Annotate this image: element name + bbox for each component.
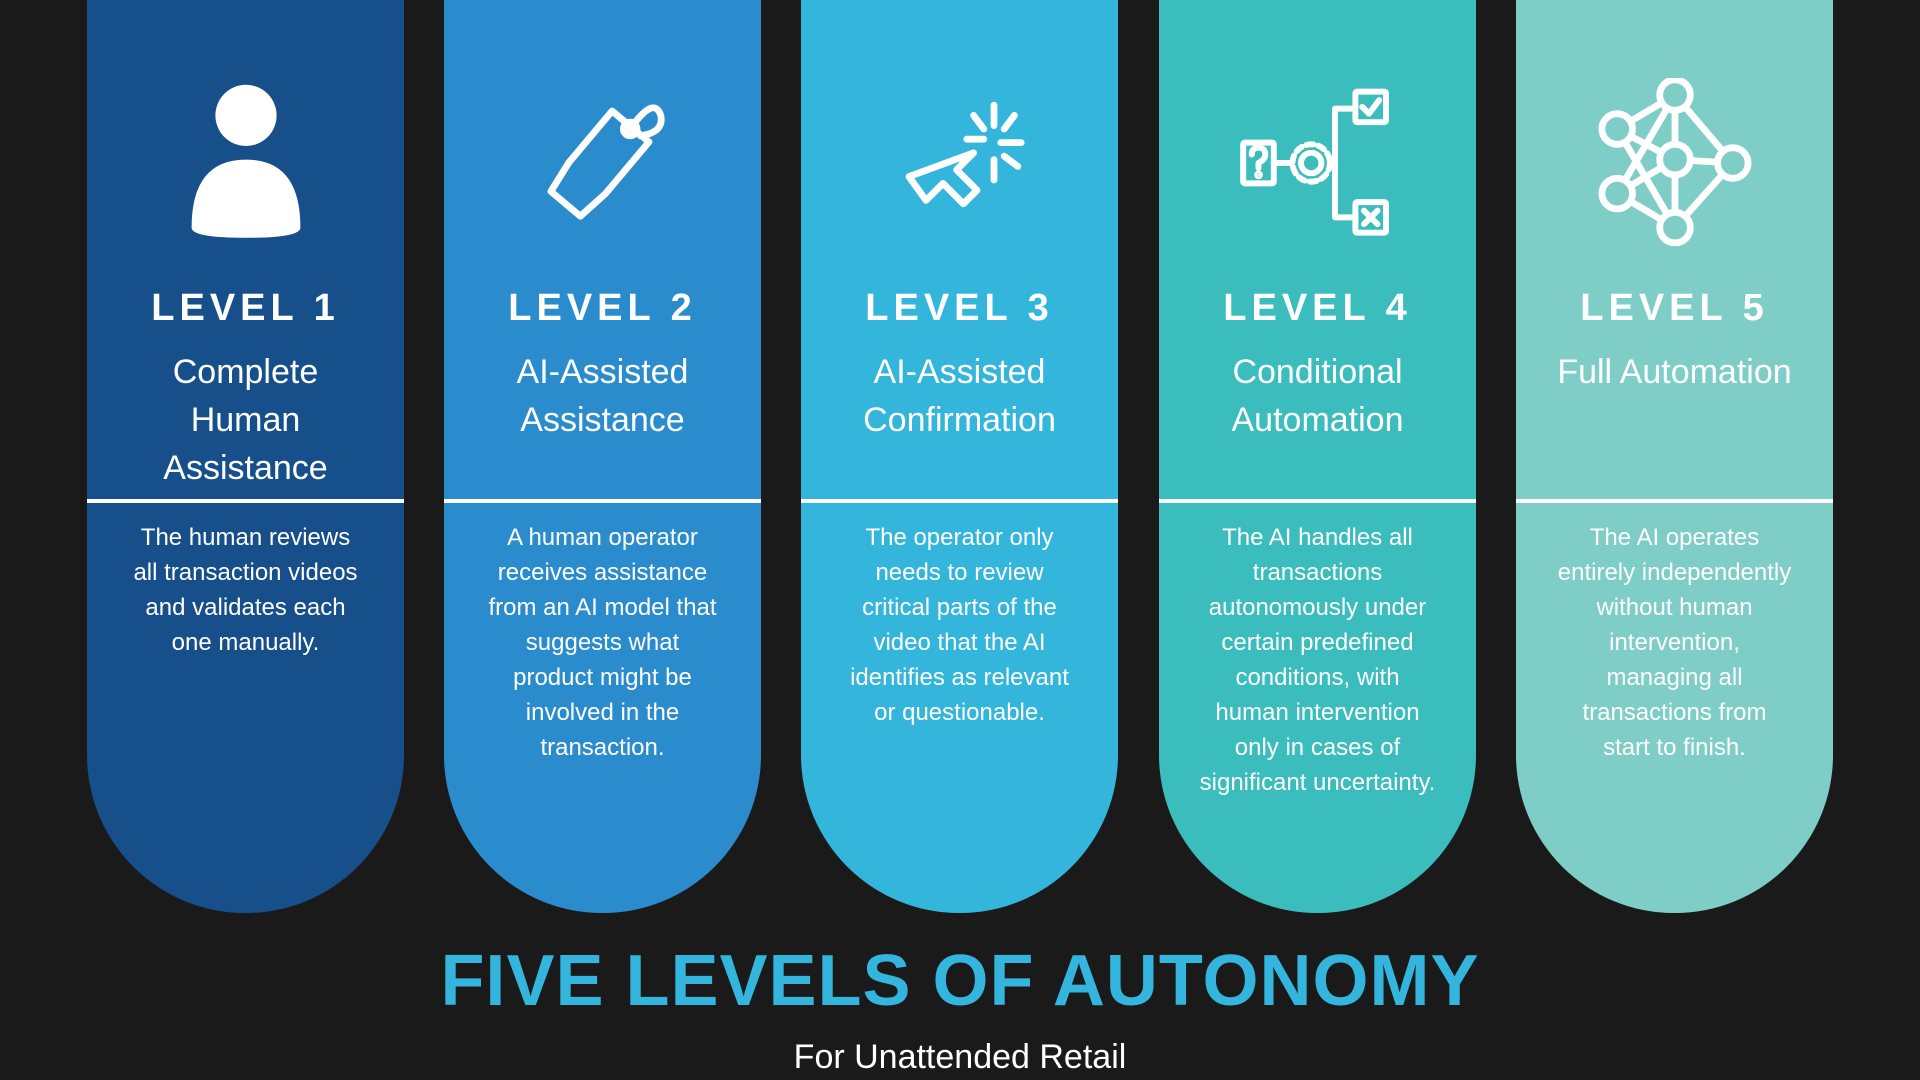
levels-row: LEVEL 1 Complete Human Assistance The hu… — [87, 0, 1833, 913]
level-3-divider — [801, 499, 1118, 503]
person-icon — [87, 75, 404, 250]
level-4-title: Conditional Automation — [1231, 353, 1404, 439]
neural-network-icon — [1516, 75, 1833, 250]
level-3-label: LEVEL 3 — [865, 287, 1054, 329]
decision-flow-icon — [1159, 75, 1476, 250]
level-3-pillar: LEVEL 3 AI-Assisted Confirmation The ope… — [801, 0, 1118, 913]
cursor-click-icon — [801, 75, 1118, 250]
level-5-pillar: LEVEL 5 Full Automation The AI operates … — [1516, 0, 1833, 913]
level-1-divider — [87, 499, 404, 503]
level-3-title: AI-Assisted Confirmation — [863, 353, 1056, 439]
level-2-divider — [444, 499, 761, 503]
level-5-title: Full Automation — [1557, 353, 1792, 391]
tag-icon — [444, 75, 761, 250]
level-4-label: LEVEL 4 — [1223, 287, 1412, 329]
level-2-label: LEVEL 2 — [508, 287, 697, 329]
level-1-description: The human reviews all transaction videos… — [133, 524, 358, 656]
level-2-title: AI-Assisted Assistance — [516, 353, 689, 439]
level-3-description: The operator only needs to review critic… — [850, 524, 1069, 726]
level-1-pillar: LEVEL 1 Complete Human Assistance The hu… — [87, 0, 404, 913]
level-1-label: LEVEL 1 — [151, 287, 340, 329]
level-1-title: Complete Human Assistance — [163, 353, 328, 487]
page-title: FIVE LEVELS OF AUTONOMY — [440, 941, 1480, 1021]
level-2-description: A human operator receives assistance fro… — [488, 524, 717, 761]
level-4-divider — [1159, 499, 1476, 503]
level-2-pillar: LEVEL 2 AI-Assisted Assistance A human o… — [444, 0, 761, 913]
level-5-label: LEVEL 5 — [1580, 287, 1769, 329]
level-5-divider — [1516, 499, 1833, 503]
page-subtitle: For Unattended Retail — [793, 1038, 1127, 1076]
level-4-description: The AI handles all transactions autonomo… — [1199, 524, 1436, 796]
level-5-description: The AI operates entirely independently w… — [1557, 524, 1792, 761]
level-4-pillar: LEVEL 4 Conditional Automation The AI ha… — [1159, 0, 1476, 913]
